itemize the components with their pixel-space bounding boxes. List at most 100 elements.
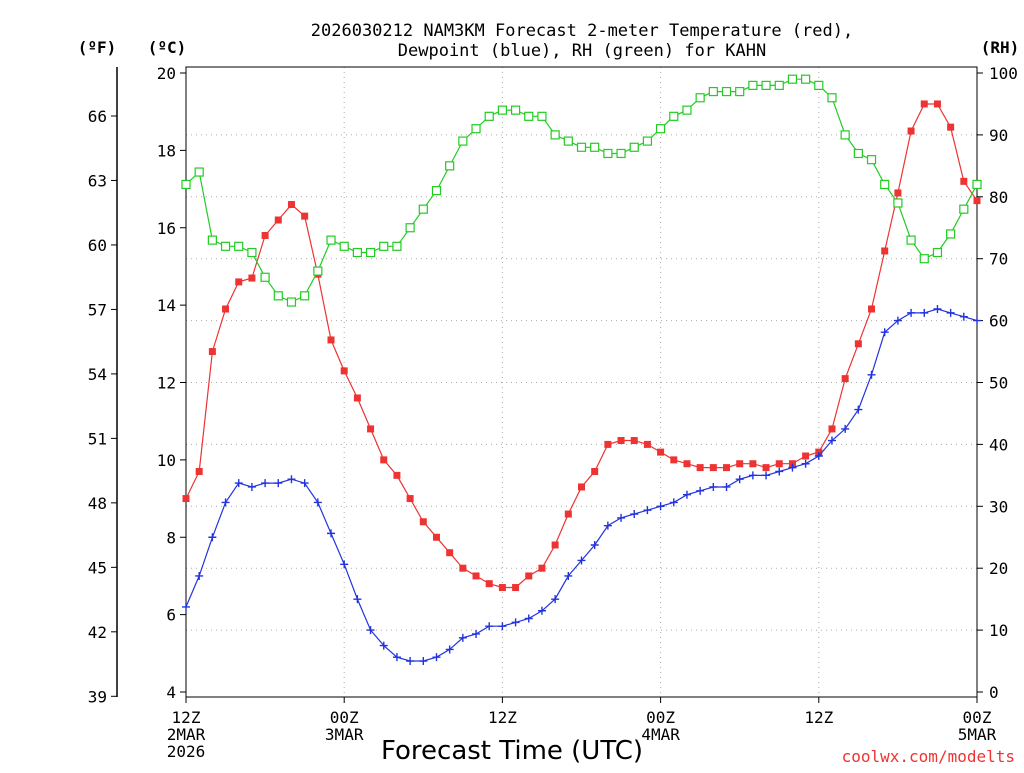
data-point bbox=[669, 111, 679, 121]
data-point bbox=[300, 479, 309, 488]
data-point bbox=[617, 513, 626, 522]
series-plus bbox=[182, 304, 981, 666]
data-point bbox=[207, 235, 217, 245]
data-point bbox=[221, 498, 230, 507]
data-point bbox=[801, 74, 811, 84]
chart-title-line-2: Dewpoint (blue), RH (green) for KAHN bbox=[398, 41, 766, 61]
data-point bbox=[576, 142, 587, 152]
data-point bbox=[353, 595, 362, 604]
data-point bbox=[723, 464, 731, 472]
data-point bbox=[432, 533, 440, 541]
data-point bbox=[590, 142, 600, 152]
data-point bbox=[301, 212, 309, 220]
data-point bbox=[682, 490, 691, 499]
data-point bbox=[788, 463, 797, 472]
chart-title-line-1: 2026030212 NAM3KM Forecast 2-meter Tempe… bbox=[311, 21, 853, 41]
data-point bbox=[431, 186, 442, 196]
data-point bbox=[419, 657, 428, 666]
series-line bbox=[185, 78, 978, 303]
data-point bbox=[182, 602, 190, 611]
data-point bbox=[657, 448, 665, 456]
data-point bbox=[327, 529, 336, 538]
data-point bbox=[247, 482, 256, 491]
data-point bbox=[814, 80, 824, 90]
data-point bbox=[630, 437, 638, 445]
x-axis-title: Forecast Time (UTC) bbox=[381, 736, 643, 766]
data-point bbox=[313, 498, 322, 507]
rh-tick-label: 100 bbox=[989, 64, 1018, 83]
data-point bbox=[840, 130, 850, 140]
data-point bbox=[367, 425, 375, 433]
data-point bbox=[287, 475, 296, 484]
data-point bbox=[670, 456, 678, 464]
celsius-tick-label: 20 bbox=[157, 64, 176, 83]
data-point bbox=[919, 254, 929, 264]
data-point bbox=[195, 467, 203, 475]
data-point bbox=[841, 375, 849, 383]
data-point bbox=[181, 179, 191, 190]
data-point bbox=[524, 111, 534, 121]
celsius-tick-label: 18 bbox=[157, 141, 176, 160]
data-point bbox=[392, 241, 402, 251]
x-tick-label: 12Z 2MAR 2026 bbox=[167, 708, 206, 761]
data-point bbox=[445, 161, 455, 171]
celsius-tick-label: 16 bbox=[157, 219, 176, 238]
data-point bbox=[365, 247, 376, 258]
data-point bbox=[880, 328, 889, 337]
data-point bbox=[828, 425, 836, 433]
data-point bbox=[339, 241, 349, 251]
data-point bbox=[616, 148, 626, 159]
data-point bbox=[406, 657, 415, 666]
data-point bbox=[222, 305, 230, 313]
fahrenheit-tick-label: 66 bbox=[88, 107, 107, 126]
celsius-tick-label: 4 bbox=[166, 683, 176, 702]
data-point bbox=[261, 479, 270, 488]
data-point bbox=[195, 571, 204, 580]
x-tick-label: 00Z 5MAR bbox=[958, 708, 997, 744]
data-point bbox=[419, 518, 427, 526]
celsius-tick-label: 10 bbox=[157, 451, 176, 470]
data-point bbox=[735, 86, 745, 97]
data-point bbox=[498, 622, 507, 631]
celsius-unit-label: (ºC) bbox=[148, 38, 187, 57]
data-point bbox=[748, 80, 758, 90]
data-point bbox=[960, 177, 968, 185]
data-point bbox=[234, 479, 243, 488]
data-point bbox=[577, 556, 586, 565]
rh-tick-label: 50 bbox=[989, 374, 1008, 393]
data-point bbox=[736, 460, 744, 468]
data-point bbox=[933, 304, 942, 313]
data-point bbox=[735, 475, 744, 484]
data-point bbox=[591, 467, 599, 475]
data-point bbox=[617, 437, 625, 445]
fahrenheit-tick-label: 63 bbox=[88, 171, 107, 190]
data-point bbox=[484, 111, 494, 121]
fahrenheit-tick-label: 48 bbox=[88, 494, 107, 513]
fahrenheit-tick-label: 54 bbox=[88, 365, 107, 384]
data-point bbox=[893, 316, 902, 325]
source-credit: coolwx.com/modelts bbox=[842, 747, 1015, 766]
data-point bbox=[643, 506, 652, 515]
rh-tick-label: 80 bbox=[989, 188, 1008, 207]
fahrenheit-tick-label: 45 bbox=[88, 558, 107, 577]
data-point bbox=[235, 278, 243, 286]
data-point bbox=[286, 297, 297, 307]
data-point bbox=[801, 459, 810, 468]
data-point bbox=[629, 142, 639, 152]
axis-layer bbox=[111, 66, 983, 703]
data-point bbox=[682, 105, 692, 115]
data-point bbox=[947, 123, 955, 131]
data-point bbox=[538, 564, 546, 572]
text-layer: 2026030212 NAM3KM Forecast 2-meter Tempe… bbox=[78, 21, 1020, 766]
data-point bbox=[485, 622, 494, 631]
data-point bbox=[932, 247, 943, 258]
x-tick-label-line: 00Z bbox=[330, 708, 359, 727]
data-point bbox=[920, 308, 929, 317]
data-point bbox=[247, 247, 257, 258]
data-point bbox=[563, 136, 573, 146]
x-tick-label-line: 00Z bbox=[963, 708, 992, 727]
rh-tick-label: 10 bbox=[989, 621, 1008, 640]
data-point bbox=[894, 189, 902, 197]
data-point bbox=[564, 571, 573, 580]
data-point bbox=[802, 452, 810, 460]
